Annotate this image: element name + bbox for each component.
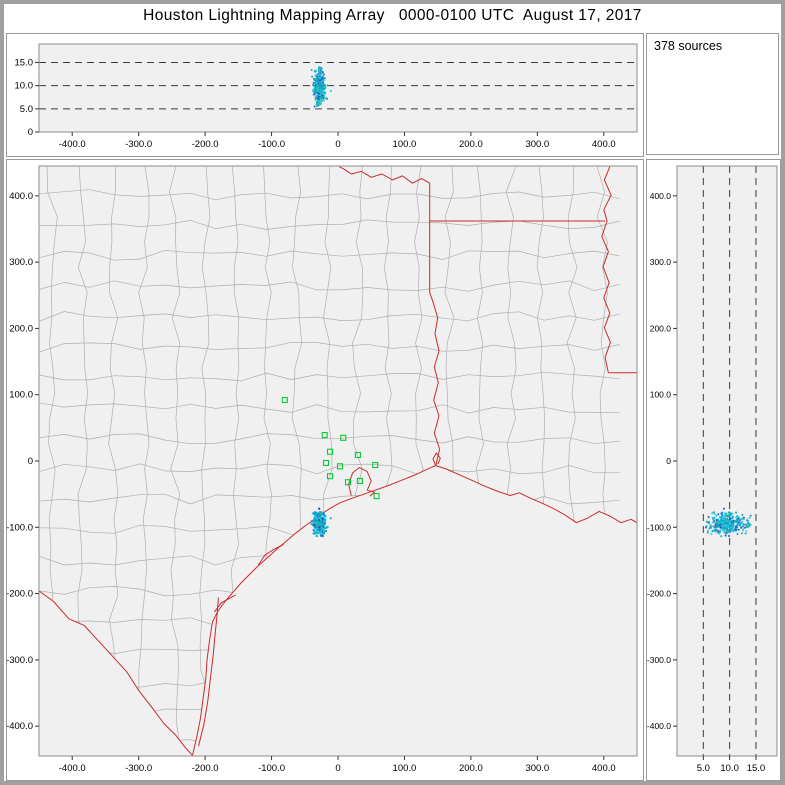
svg-text:100.0: 100.0: [9, 390, 33, 401]
svg-text:300.0: 300.0: [650, 257, 672, 267]
svg-text:-400.0: -400.0: [59, 763, 86, 774]
svg-text:0: 0: [335, 139, 340, 150]
svg-text:-100.0: -100.0: [258, 139, 285, 150]
svg-text:5.0: 5.0: [20, 104, 33, 115]
svg-text:400.0: 400.0: [650, 191, 672, 201]
svg-text:-300.0: -300.0: [125, 763, 152, 774]
svg-text:15.0: 15.0: [747, 763, 766, 774]
svg-text:200.0: 200.0: [9, 323, 33, 334]
sources-count-panel: 378 sources: [646, 33, 779, 155]
state-borders-layer: [38, 166, 638, 756]
svg-text:-400.0: -400.0: [647, 721, 671, 731]
sources-layer: [310, 507, 332, 538]
svg-text:100.0: 100.0: [650, 390, 672, 400]
svg-text:-400.0: -400.0: [59, 139, 86, 150]
svg-text:300.0: 300.0: [525, 139, 549, 150]
svg-text:0: 0: [28, 127, 33, 138]
altitude-vs-north-south-panel[interactable]: 5.0 10.0 15.0 400.0 300.0 200.0 100.0 0 -100.0 -2…: [646, 159, 781, 781]
svg-text:100.0: 100.0: [393, 139, 417, 150]
svg-text:0: 0: [28, 456, 33, 467]
svg-text:200.0: 200.0: [459, 139, 483, 150]
svg-text:400.0: 400.0: [592, 763, 616, 774]
page-title: Houston Lightning Mapping Array 0000-010…: [143, 7, 642, 24]
svg-text:-200.0: -200.0: [192, 763, 219, 774]
svg-text:200.0: 200.0: [459, 763, 483, 774]
svg-text:10.0: 10.0: [15, 81, 34, 92]
svg-text:0: 0: [335, 763, 340, 774]
sources-count-label: 378 sources: [654, 39, 723, 53]
svg-text:-300.0: -300.0: [647, 655, 671, 665]
svg-text:-100.0: -100.0: [647, 522, 671, 532]
svg-text:5.0: 5.0: [697, 763, 710, 774]
svg-text:-400.0: -400.0: [6, 721, 33, 732]
sources-layer: [310, 66, 332, 108]
svg-text:100.0: 100.0: [393, 763, 417, 774]
plan-view-map-panel[interactable]: -400.0 -300.0 -200.0 -100.0 0 100.0 200.0 300.0…: [6, 159, 644, 781]
county-lines-layer: [39, 166, 620, 749]
svg-text:-200.0: -200.0: [192, 139, 219, 150]
svg-text:15.0: 15.0: [15, 58, 34, 69]
svg-text:-300.0: -300.0: [6, 655, 33, 666]
svg-text:300.0: 300.0: [9, 257, 33, 268]
svg-text:200.0: 200.0: [650, 323, 672, 333]
stations-layer: [281, 396, 380, 500]
svg-text:-100.0: -100.0: [258, 763, 285, 774]
svg-text:-200.0: -200.0: [6, 589, 33, 600]
sources-layer: [704, 507, 752, 538]
svg-text:-100.0: -100.0: [6, 522, 33, 533]
svg-text:-200.0: -200.0: [647, 589, 671, 599]
svg-text:400.0: 400.0: [592, 139, 616, 150]
svg-text:300.0: 300.0: [525, 763, 549, 774]
altitude-vs-east-west-panel[interactable]: -400.0 -300.0 -200.0 -100.0 0 100.0 200.0 300.0…: [6, 33, 644, 157]
svg-text:0: 0: [666, 456, 671, 466]
svg-text:400.0: 400.0: [9, 191, 33, 202]
svg-text:10.0: 10.0: [720, 763, 739, 774]
svg-text:-300.0: -300.0: [125, 139, 152, 150]
